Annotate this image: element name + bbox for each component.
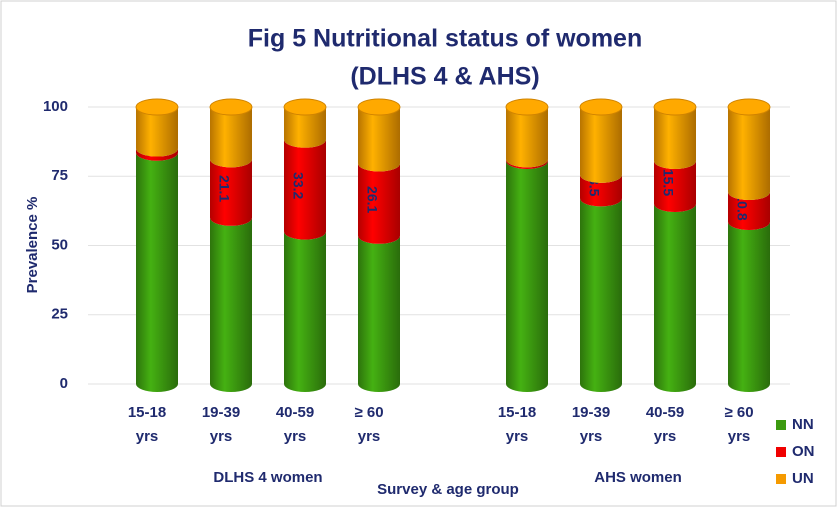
y-axis-label: Prevalence % xyxy=(24,197,41,294)
x-tick-label: yrs xyxy=(654,428,677,445)
legend-swatch xyxy=(776,420,786,430)
y-tick-label: 50 xyxy=(51,236,68,253)
x-tick-label: yrs xyxy=(728,428,751,445)
x-tick-label: 19-39 xyxy=(572,404,610,421)
bar-segment xyxy=(654,203,696,392)
bar-cap xyxy=(357,98,401,116)
bar-segment xyxy=(136,152,178,392)
y-tick-label: 100 xyxy=(43,98,68,115)
bar-segment xyxy=(284,139,326,240)
bar-segment xyxy=(506,161,548,392)
x-tick-label: 15-18 xyxy=(128,404,166,421)
bar-segment xyxy=(358,107,400,172)
x-tick-label: yrs xyxy=(358,428,381,445)
bar-cap xyxy=(283,98,327,116)
chart-title: Fig 5 Nutritional status of women xyxy=(248,25,642,53)
x-axis-label: Survey & age group xyxy=(377,481,519,498)
bar-segment xyxy=(210,107,252,168)
bar-cap xyxy=(209,98,253,116)
bar-segment xyxy=(506,159,548,170)
bar-segment xyxy=(506,107,548,168)
bar-segment xyxy=(580,107,622,183)
bar-cap xyxy=(135,98,179,116)
data-label: 33.2 xyxy=(290,172,306,199)
x-tick-label: 15-18 xyxy=(498,404,536,421)
legend-label: ON xyxy=(792,443,815,460)
bar-cap xyxy=(579,98,623,116)
x-tick-label: yrs xyxy=(580,428,603,445)
bar-segment xyxy=(580,174,622,207)
legend-label: NN xyxy=(792,416,814,433)
data-label: 26.1 xyxy=(364,186,380,213)
bar-cap xyxy=(727,98,771,116)
x-tick-label: 19-39 xyxy=(202,404,240,421)
chart-subtitle: (DLHS 4 & AHS) xyxy=(350,63,539,91)
data-label: 15.5 xyxy=(660,169,676,196)
bar-segment xyxy=(358,163,400,244)
bar-segment xyxy=(728,107,770,201)
bar-segment xyxy=(284,107,326,148)
legend-swatch xyxy=(776,474,786,484)
bar-cap xyxy=(505,98,549,116)
bar-segment xyxy=(580,198,622,392)
y-tick-label: 0 xyxy=(60,375,68,392)
legend-label: UN xyxy=(792,470,814,487)
x-tick-label: 40-59 xyxy=(276,404,314,421)
bar-segment xyxy=(210,159,252,226)
bar-segment xyxy=(358,235,400,392)
bar-segment xyxy=(284,231,326,392)
x-tick-label: yrs xyxy=(136,428,159,445)
y-tick-label: 75 xyxy=(51,167,68,184)
x-tick-label: ≥ 60 xyxy=(354,404,383,421)
group-label: AHS women xyxy=(594,469,682,486)
bar-cap xyxy=(653,98,697,116)
bar-segment xyxy=(136,148,178,161)
y-tick-label: 25 xyxy=(51,306,68,323)
x-tick-label: yrs xyxy=(284,428,307,445)
legend-swatch xyxy=(776,447,786,457)
bar-segment xyxy=(654,161,696,212)
bar-segment xyxy=(136,107,178,157)
data-label: 10.8 xyxy=(734,193,750,220)
bar-segment xyxy=(654,107,696,170)
x-tick-label: 40-59 xyxy=(646,404,684,421)
x-tick-label: ≥ 60 xyxy=(724,404,753,421)
x-tick-label: yrs xyxy=(506,428,529,445)
bar-segment xyxy=(728,192,770,230)
x-tick-label: yrs xyxy=(210,428,233,445)
bar-segment xyxy=(210,217,252,392)
data-label: 21.1 xyxy=(216,175,232,202)
group-label: DLHS 4 women xyxy=(213,469,322,486)
bar-segment xyxy=(728,221,770,392)
